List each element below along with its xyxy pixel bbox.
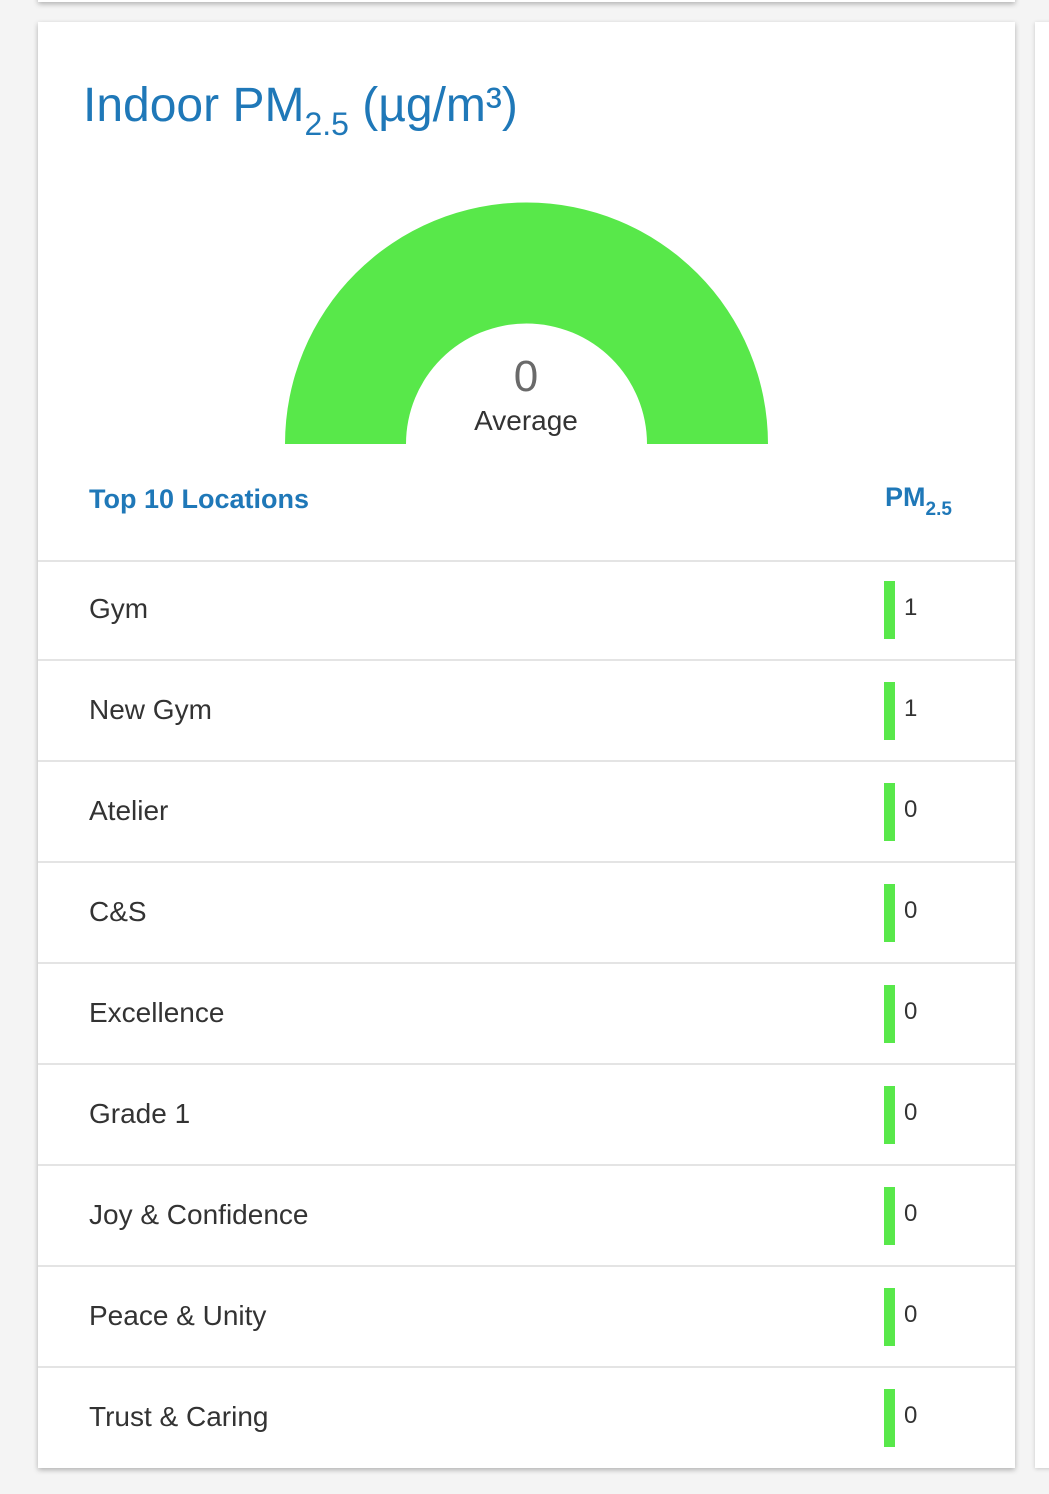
list-item[interactable]: C&S 0 xyxy=(38,863,1015,964)
adjacent-card-edge xyxy=(1035,22,1049,1468)
list-item[interactable]: Grade 1 0 xyxy=(38,1065,1015,1166)
location-value: 0 xyxy=(904,897,918,924)
location-value: 0 xyxy=(904,1402,918,1429)
gauge-value: 0 xyxy=(513,352,539,401)
level-indicator-bar xyxy=(884,1187,895,1245)
location-name: C&S xyxy=(89,896,147,927)
level-indicator-bar xyxy=(884,682,895,740)
indoor-pm25-card: Indoor PM2.5 (µg/m³) 0 Average Top 10 Lo… xyxy=(38,22,1015,1468)
location-name: Trust & Caring xyxy=(89,1401,269,1432)
location-value: 0 xyxy=(904,1200,918,1227)
location-value: 1 xyxy=(904,594,918,621)
header-pm25: PM2.5 xyxy=(885,482,952,520)
list-item[interactable]: Peace & Unity 0 xyxy=(38,1267,1015,1368)
location-value: 0 xyxy=(904,998,918,1025)
list-item[interactable]: Trust & Caring 0 xyxy=(38,1368,1015,1467)
locations-list: Gym 1 New Gym 1 Atelier 0 C&S 0 Excellen… xyxy=(38,560,1015,1467)
list-item[interactable]: Gym 1 xyxy=(38,560,1015,661)
locations-list-header: Top 10 Locations PM2.5 xyxy=(38,474,1015,562)
location-value: 0 xyxy=(904,1301,918,1328)
level-indicator-bar xyxy=(884,1086,895,1144)
level-indicator-bar xyxy=(884,783,895,841)
header-top-locations: Top 10 Locations xyxy=(89,484,310,514)
gauge-label: Average xyxy=(474,405,578,436)
location-value: 0 xyxy=(904,796,918,823)
card-title-main: Indoor PM xyxy=(83,79,305,132)
level-indicator-bar xyxy=(884,581,895,639)
location-name: Atelier xyxy=(89,795,169,826)
card-title-subscript: 2.5 xyxy=(304,106,349,142)
level-indicator-bar xyxy=(884,985,895,1043)
location-name: New Gym xyxy=(89,694,212,725)
location-name: Excellence xyxy=(89,997,225,1028)
card-title-unit: (µg/m³) xyxy=(348,79,518,132)
location-name: Joy & Confidence xyxy=(89,1199,309,1230)
list-item[interactable]: Excellence 0 xyxy=(38,964,1015,1065)
level-indicator-bar xyxy=(884,1389,895,1447)
gauge-arc xyxy=(285,202,768,444)
card-title: Indoor PM2.5 (µg/m³) xyxy=(83,79,518,141)
location-name: Grade 1 xyxy=(89,1098,191,1129)
average-gauge xyxy=(285,202,768,444)
location-value: 1 xyxy=(904,695,918,722)
location-value: 0 xyxy=(904,1099,918,1126)
level-indicator-bar xyxy=(884,1288,895,1346)
header-pm-subscript: 2.5 xyxy=(925,499,952,520)
header-pm-main: PM xyxy=(885,482,926,512)
list-item[interactable]: Joy & Confidence 0 xyxy=(38,1166,1015,1267)
level-indicator-bar xyxy=(884,884,895,942)
list-item[interactable]: New Gym 1 xyxy=(38,661,1015,762)
list-item[interactable]: Atelier 0 xyxy=(38,762,1015,863)
location-name: Gym xyxy=(89,593,149,624)
previous-card-edge xyxy=(38,0,1015,2)
location-name: Peace & Unity xyxy=(89,1300,267,1331)
